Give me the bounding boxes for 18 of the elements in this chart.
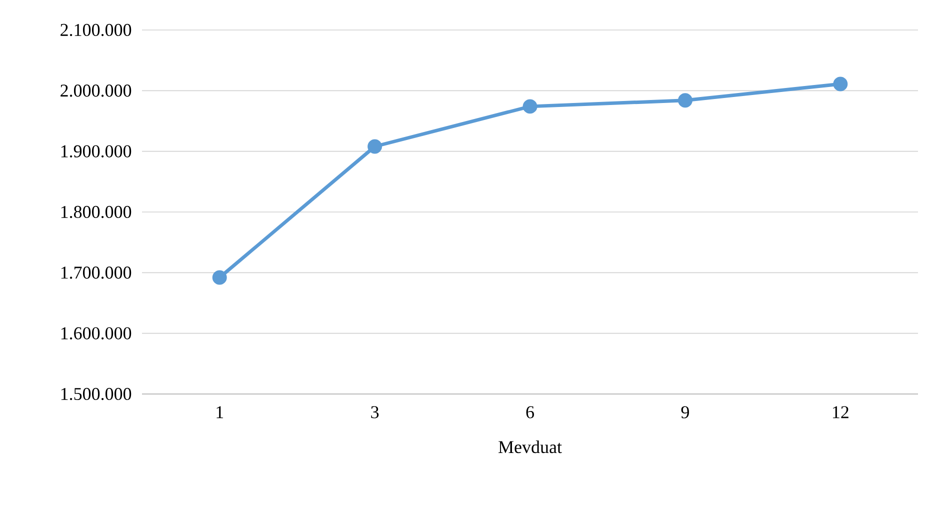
y-tick-label: 2.100.000 — [60, 24, 132, 36]
point — [212, 270, 227, 285]
point — [678, 93, 692, 108]
x-tick-label: 6 — [526, 406, 534, 418]
y-tick-label: 1.800.000 — [61, 206, 132, 218]
x-tick-label: 9 — [681, 406, 689, 418]
point — [368, 139, 382, 154]
point — [833, 76, 848, 92]
y-tick-label: 1.700.000 — [61, 266, 132, 279]
x-axis-title: Mevduat — [498, 440, 562, 454]
x-tick-label: 12 — [832, 406, 848, 418]
y-tick-label: 1.600.000 — [61, 327, 132, 340]
y-tick-label: 1.900.000 — [61, 145, 132, 158]
point — [522, 99, 538, 114]
y-tick-label: 2.000.000 — [60, 84, 132, 97]
x-tick-label: 1 — [216, 406, 224, 418]
x-tick-label: 3 — [371, 406, 379, 418]
y-tick-label: 1.500.000 — [61, 388, 132, 400]
